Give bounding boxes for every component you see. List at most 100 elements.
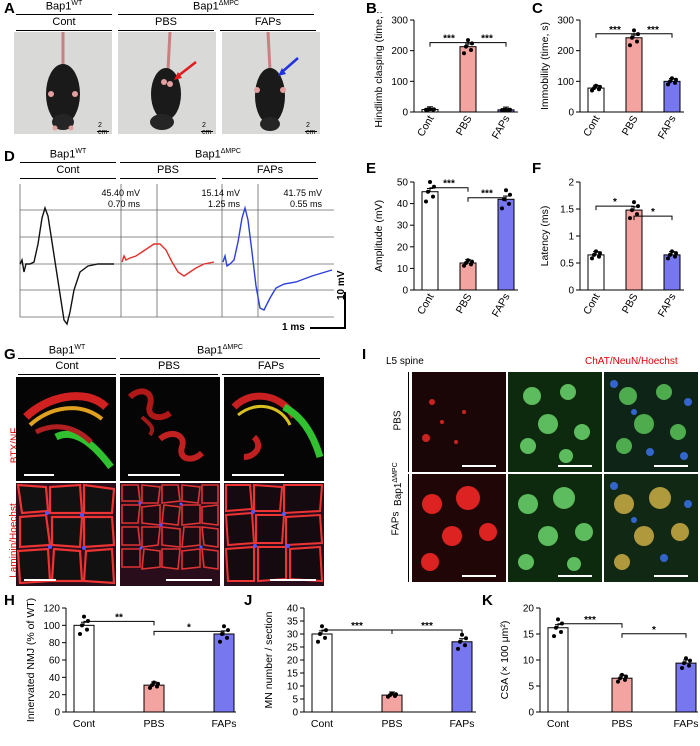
dot-b-2-3 <box>508 107 512 112</box>
dot-j-0-0 <box>316 639 320 644</box>
y-tick-label-f-0: 0 <box>568 286 574 297</box>
trace-pbs-values: 15.14 mV 1.25 ms <box>201 188 240 209</box>
y-tick-label-e-1: 10 <box>397 264 409 275</box>
g-genotype-wt-underline <box>18 358 116 359</box>
sig-label-k-0: *** <box>584 615 596 626</box>
micrograph-laminin-cont <box>16 483 116 586</box>
sig-bracket-j-1 <box>391 629 463 634</box>
y-tick-label-h-6: 120 <box>43 604 60 615</box>
i-region-label: L5 spine <box>386 356 424 367</box>
y-tick-label-h-4: 80 <box>49 638 61 649</box>
trace-faps <box>222 205 333 311</box>
group-pbs-underline <box>118 30 214 31</box>
dot-j-2-0 <box>456 646 460 651</box>
d-group-pbs-underline <box>120 178 216 179</box>
g-group-cont-label: Cont <box>55 360 79 372</box>
category-label-e-1: PBS <box>454 292 475 316</box>
dot-h-2-1 <box>225 635 229 640</box>
dot-c-1-0 <box>628 43 632 48</box>
i-row-faps-label: FAPs <box>390 511 402 536</box>
chart-c-immobility: 0 100 200 300 Immobility (time, s) Cont PBS FAP… <box>539 16 684 142</box>
dot-f-1-1 <box>635 212 639 217</box>
g-genotype-mut-label: Bap1ΔMPC <box>197 344 243 357</box>
dot-c-1-2 <box>630 35 634 40</box>
panel-label-i: I <box>362 346 367 363</box>
group-cont-label: Cont <box>52 16 76 28</box>
trace-cont-values: 45.40 mV 0.70 ms <box>101 188 140 209</box>
y-tick-label-j-2: 10 <box>287 682 299 693</box>
micrograph-merge-pbs <box>604 372 698 472</box>
dot-j-2-4 <box>460 632 464 637</box>
i-row-faps-bracket <box>408 474 409 582</box>
dot-h-2-3 <box>226 628 230 633</box>
emg-traces <box>19 184 334 326</box>
y-tick-label-f-3: 1.5 <box>560 205 574 216</box>
group-pbs-label: PBS <box>154 16 177 28</box>
dot-h-0-2 <box>80 623 84 628</box>
dot-j-1-4 <box>390 691 394 696</box>
photo-mouse-faps: 2 cm <box>222 32 320 134</box>
y-axis-label-c: Immobility (time, s) <box>539 22 551 110</box>
sig-label-c-1: *** <box>647 25 659 36</box>
bar-c-pbs <box>625 37 643 113</box>
y-tick-label-e-3: 30 <box>397 221 409 232</box>
chart-h-innervated-nmj: 0 20 40 60 80 100 120 Innervated NMJ (% of WT) C… <box>25 598 236 730</box>
sig-bracket-k-0 <box>557 623 623 628</box>
bar-k-cont <box>547 627 569 713</box>
scale-text-a-cont: 2 cm <box>98 122 107 134</box>
category-label-j-1: PBS <box>381 718 402 730</box>
dot-f-2-3 <box>674 251 678 256</box>
dot-k-0-4 <box>556 617 560 622</box>
g-genotype-mut-underline <box>120 358 320 359</box>
y-tick-label-h-3: 60 <box>49 656 61 667</box>
y-tick-label-j-5: 25 <box>287 643 299 654</box>
scale-bar-mv <box>344 292 346 328</box>
dot-f-1-2 <box>630 208 634 213</box>
dot-b-1-1 <box>469 47 473 52</box>
group-faps-underline <box>220 30 316 31</box>
dot-j-2-3 <box>464 636 468 641</box>
bar-b-pbs <box>459 46 477 113</box>
dot-h-0-1 <box>85 627 89 632</box>
bar-e-faps <box>497 198 515 291</box>
micrograph-neun-pbs <box>508 372 602 472</box>
sig-label-j-1: *** <box>421 621 433 632</box>
dot-j-2-2 <box>458 639 462 644</box>
category-label-b-2: FAPs <box>490 114 513 142</box>
photo-mouse-pbs: 2 cm <box>118 32 216 134</box>
micrograph-laminin-pbs <box>120 483 220 586</box>
dot-f-0-0 <box>590 256 594 261</box>
dot-k-2-4 <box>684 656 688 661</box>
category-label-f-2: FAPs <box>656 292 679 320</box>
category-label-h-2: FAPs <box>211 718 236 730</box>
sig-label-e-0: *** <box>443 179 455 190</box>
dot-e-0-2 <box>426 189 430 194</box>
group-faps-label: FAPs <box>254 16 282 28</box>
dot-h-2-0 <box>218 639 222 644</box>
category-label-h-1: PBS <box>143 718 164 730</box>
d-genotype-wt-underline <box>20 162 116 163</box>
dot-k-0-1 <box>559 629 563 634</box>
scale-bar-a-cont <box>97 131 109 132</box>
y-tick-label-j-1: 5 <box>292 695 298 706</box>
dot-b-1-3 <box>470 41 474 46</box>
y-tick-label-k-4: 20 <box>523 604 535 615</box>
trace-pbs <box>121 243 215 277</box>
dot-e-0-1 <box>431 194 435 199</box>
category-label-c-2: FAPs <box>656 114 679 142</box>
genotype-wt-label: Bap1WT <box>45 0 83 13</box>
sig-bracket-f-0 <box>595 205 635 211</box>
bar-e-pbs <box>459 262 477 291</box>
genotype-wt-underline <box>16 14 112 15</box>
i-row-pbs-label: PBS <box>392 410 404 431</box>
category-label-f-0: Cont <box>581 291 603 316</box>
category-label-k-1: PBS <box>611 718 632 730</box>
category-label-c-0: Cont <box>581 113 603 138</box>
category-label-e-0: Cont <box>415 291 437 316</box>
y-tick-label-e-4: 40 <box>397 199 409 210</box>
bar-h-faps <box>213 633 235 713</box>
photo-mouse-cont: 2 cm <box>14 32 112 134</box>
y-tick-label-j-6: 30 <box>287 630 299 641</box>
dot-j-0-2 <box>318 632 322 636</box>
panel-label-d: D <box>4 148 15 165</box>
